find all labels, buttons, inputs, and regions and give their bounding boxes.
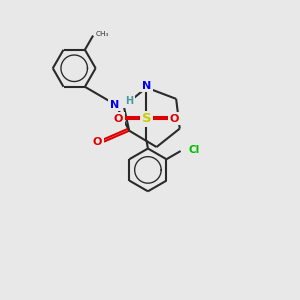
Text: N: N xyxy=(110,100,119,110)
Text: O: O xyxy=(170,114,179,124)
Text: O: O xyxy=(114,114,123,124)
Text: H: H xyxy=(125,96,133,106)
Text: O: O xyxy=(93,137,102,147)
Text: Cl: Cl xyxy=(189,145,200,155)
Text: S: S xyxy=(142,112,151,125)
Text: N: N xyxy=(142,81,151,91)
Text: CH₃: CH₃ xyxy=(95,32,109,38)
